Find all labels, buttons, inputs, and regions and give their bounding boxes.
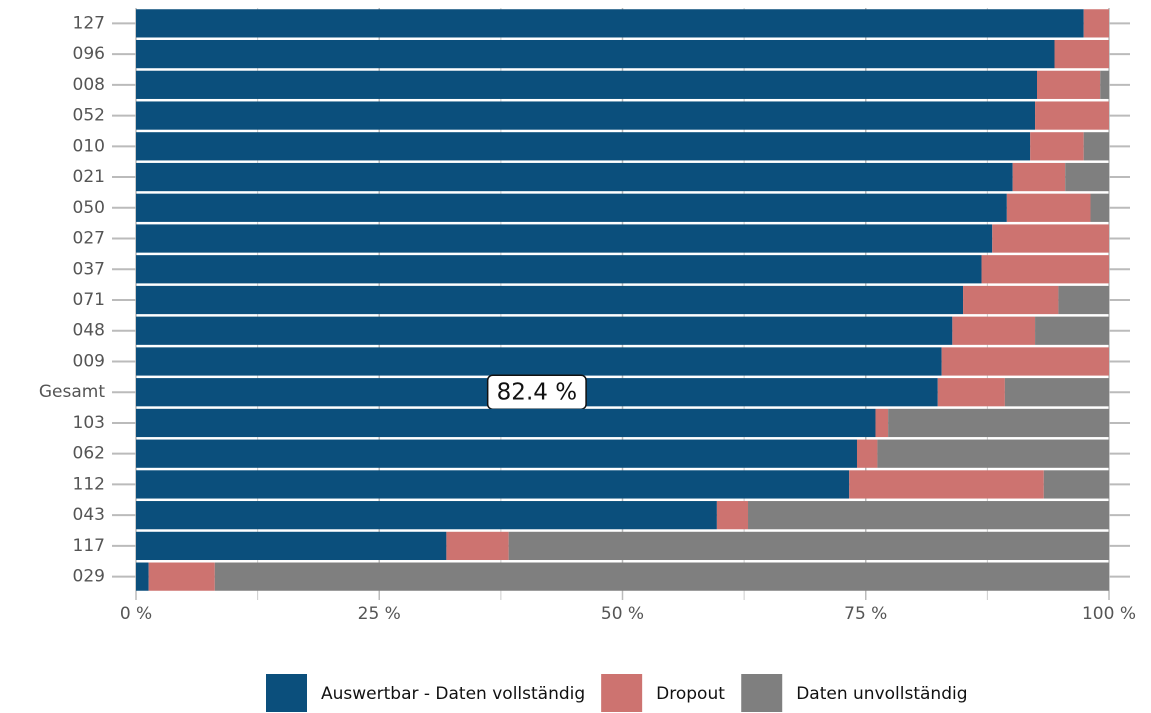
legend-swatch <box>601 674 643 712</box>
bar-segment <box>1030 132 1084 161</box>
bar-segment <box>1100 70 1109 99</box>
bar-segment <box>136 531 447 561</box>
bar-segment <box>856 439 878 468</box>
y-tick-label: 027 <box>73 229 105 249</box>
y-tick-label: Gesamt <box>39 382 105 402</box>
bar-segment <box>136 347 942 376</box>
bar-segment <box>952 316 1036 345</box>
y-tick-label: 050 <box>73 198 105 218</box>
bar-segment <box>136 562 149 591</box>
y-tick-label: 008 <box>73 75 105 95</box>
bar-segment <box>748 501 1109 530</box>
bar-segment <box>1035 101 1109 130</box>
bar-segment <box>136 39 1055 69</box>
bar-segment <box>941 347 1109 376</box>
legend-text: Auswertbar - Daten vollständig <box>321 684 585 704</box>
bar-segment <box>136 193 1007 222</box>
bar-segment <box>1012 162 1066 192</box>
bar-segment <box>148 562 215 591</box>
legend-swatch <box>266 674 307 712</box>
bar-segment <box>136 408 876 438</box>
y-tick-label: 103 <box>73 413 105 433</box>
legend-text: Dropout <box>656 684 725 704</box>
bar-segment <box>136 224 993 253</box>
bar-segment <box>963 285 1059 315</box>
bar-segment <box>136 162 1013 192</box>
bar-segment <box>849 470 1044 499</box>
bar-segment <box>1043 470 1109 499</box>
y-tick-label: 096 <box>73 44 105 64</box>
bar-segment <box>136 132 1031 161</box>
bar-segment <box>136 439 857 468</box>
bar-segment <box>446 531 509 561</box>
legend-text: Daten unvollständig <box>796 684 967 704</box>
x-tick-label: 75 % <box>844 604 887 624</box>
bar-segment <box>1083 9 1109 38</box>
bar-segment <box>981 255 1109 284</box>
bar-segment <box>1035 316 1109 345</box>
bar-segment <box>1090 193 1109 222</box>
y-tick-label: 029 <box>73 567 105 587</box>
bar-segment <box>875 408 889 438</box>
bar-segment <box>1004 378 1109 407</box>
y-tick-label: 071 <box>73 290 105 310</box>
bar-segment <box>136 470 850 499</box>
value-label-text: 82.4 % <box>497 380 577 406</box>
bar-segment <box>716 501 749 530</box>
y-tick-label: 112 <box>73 474 105 494</box>
bar-segment <box>136 285 964 315</box>
y-tick-label: 062 <box>73 444 105 464</box>
bar-segment <box>992 224 1109 253</box>
bar-segment <box>1065 162 1109 192</box>
y-tick-label: 043 <box>73 505 105 525</box>
bar-segment <box>136 9 1084 38</box>
bar-segment <box>136 101 1036 130</box>
bar-segment <box>1054 39 1109 69</box>
bar-segment <box>937 378 1005 407</box>
y-tick-label: 127 <box>73 13 105 33</box>
bar-segment <box>136 70 1037 99</box>
y-tick-label: 048 <box>73 321 105 341</box>
y-tick-label: 052 <box>73 106 105 126</box>
bar-segment <box>1058 285 1109 315</box>
bar-segment <box>1083 132 1109 161</box>
y-tick-label: 117 <box>73 536 105 556</box>
y-tick-label: 009 <box>73 351 105 371</box>
y-tick-label: 010 <box>73 136 105 156</box>
bar-segment <box>1036 70 1101 99</box>
bar-segment <box>508 531 1109 561</box>
x-tick-label: 25 % <box>358 604 401 624</box>
bar-segment <box>1006 193 1091 222</box>
y-tick-label: 021 <box>73 167 105 187</box>
legend-swatch <box>741 674 783 712</box>
x-tick-label: 100 % <box>1082 604 1136 624</box>
bar-segment <box>136 255 982 284</box>
bar-segment <box>214 562 1110 591</box>
bar-segment <box>136 316 953 345</box>
y-tick-label: 037 <box>73 259 105 279</box>
bar-segment <box>136 501 717 530</box>
value-label: 82.4 % <box>486 374 587 410</box>
bar-segment <box>877 439 1109 468</box>
bar-segment <box>888 408 1109 438</box>
x-tick-label: 0 % <box>120 604 152 624</box>
x-tick-label: 50 % <box>601 604 644 624</box>
legend: Auswertbar - Daten vollständig Dropout Dat… <box>266 674 968 712</box>
